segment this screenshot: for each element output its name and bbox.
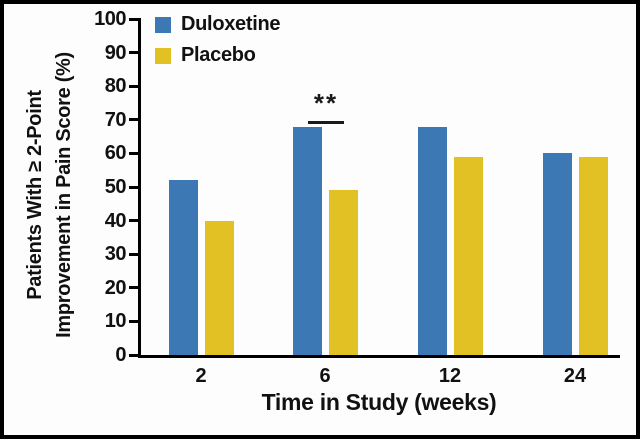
y-tick-label: 70 (104, 108, 127, 131)
y-tick-label: 90 (104, 41, 127, 64)
significance-line (308, 121, 344, 124)
bar-duloxetine-week-24 (542, 153, 572, 355)
legend: Duloxetine Placebo (155, 13, 281, 67)
y-tick (129, 17, 141, 21)
y-tick-label: 40 (104, 209, 127, 232)
legend-item-duloxetine: Duloxetine (155, 13, 281, 36)
y-tick (129, 118, 141, 122)
legend-label-duloxetine: Duloxetine (181, 13, 281, 35)
y-axis-title-line1: Patients With ≥ 2-Point (24, 90, 46, 300)
y-tick (129, 84, 141, 88)
bar-duloxetine-week-2 (168, 180, 198, 355)
y-axis-title: Patients With ≥ 2-Point Improvement in P… (21, 52, 79, 338)
y-tick-label: 30 (104, 243, 127, 266)
y-tick (129, 151, 141, 155)
y-tick-label: 60 (104, 142, 127, 165)
y-tick-label: 50 (104, 176, 127, 198)
y-tick (129, 353, 141, 357)
bar-placebo-week-24 (578, 156, 608, 355)
y-tick-label: 80 (104, 75, 127, 98)
legend-label-placebo: Placebo (181, 44, 256, 66)
bar-placebo-week-12 (453, 156, 483, 355)
plot-area: ** 0 10 20 30 40 50 60 70 80 90 100 2 6 12 24 (94, 9, 620, 387)
x-tick-label-week-24: 24 (563, 365, 587, 387)
y-axis-title-line2: Improvement in Pain Score (%) (53, 52, 75, 338)
x-tick-label-week-2: 2 (195, 365, 207, 387)
significance-asterisks: ** (313, 88, 339, 118)
y-tick (129, 286, 141, 290)
placebo-swatch-icon (155, 47, 171, 64)
bar-placebo-week-2 (204, 220, 234, 355)
y-tick (129, 219, 141, 223)
x-axis-title: Time in Study (weeks) (261, 389, 497, 415)
y-tick-label: 10 (104, 310, 127, 333)
y-tick (129, 185, 141, 189)
x-tick-label-week-6: 6 (319, 365, 331, 387)
bar-duloxetine-week-6 (292, 126, 322, 355)
y-tick (129, 51, 141, 55)
duloxetine-swatch-icon (155, 16, 171, 33)
legend-item-placebo: Placebo (155, 44, 280, 67)
y-tick (129, 252, 141, 256)
y-tick-label: 20 (104, 276, 127, 299)
bar-duloxetine-week-12 (417, 126, 447, 355)
y-tick (129, 319, 141, 323)
y-tick-label: 0 (115, 344, 126, 366)
x-tick-label-week-12: 12 (438, 365, 462, 387)
bar-placebo-week-6 (328, 190, 358, 355)
y-tick-label: 100 (94, 8, 126, 30)
